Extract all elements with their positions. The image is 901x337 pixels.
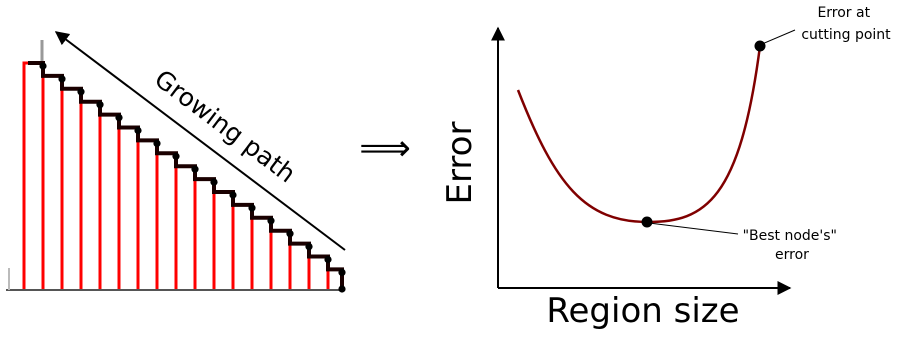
- path-node: [172, 152, 180, 160]
- path-node: [267, 217, 275, 225]
- staircase-region: [288, 242, 311, 289]
- path-node: [153, 139, 161, 147]
- best-node-annotation: "Best node's" error: [743, 228, 842, 263]
- path-node: [134, 126, 142, 135]
- path-nodes: [39, 62, 346, 293]
- staircase-region: [41, 74, 64, 289]
- staircase-region: [60, 87, 83, 289]
- x-axis-label: Region size: [546, 291, 739, 331]
- path-node: [248, 204, 256, 212]
- left-panel: Growing path: [6, 31, 346, 293]
- staircase-region: [231, 203, 254, 289]
- path-node: [115, 114, 123, 122]
- staircase-region: [212, 190, 235, 289]
- staircase-region: [174, 164, 197, 289]
- cutting-point-annotation: Error at cutting point: [801, 5, 891, 43]
- staircase-region: [98, 113, 121, 289]
- growing-path-arrow: [54, 31, 346, 251]
- path-node: [77, 88, 85, 96]
- error-curve: [516, 45, 762, 224]
- staircase-region: [250, 216, 273, 289]
- right-panel: Error Region size Error at cutting point…: [440, 5, 891, 331]
- implies-symbol: ⟹: [359, 128, 411, 169]
- staircase-region: [117, 126, 140, 289]
- growing-path-label: Growing path: [149, 64, 301, 188]
- path-node: [286, 230, 294, 238]
- y-axis-label: Error: [440, 122, 480, 205]
- staircase-region: [136, 138, 159, 289]
- path-node: [324, 255, 332, 264]
- cutting-point-marker: [754, 40, 766, 52]
- staircase-region: [22, 61, 45, 289]
- staircase-region: [193, 177, 216, 289]
- path-node: [305, 243, 313, 251]
- staircase-region: [269, 229, 292, 289]
- path-node: [58, 75, 66, 83]
- path-node: [338, 268, 346, 276]
- path-node: [39, 62, 47, 70]
- cutting-point-leader: [761, 29, 796, 45]
- best-node-leader: [648, 222, 739, 235]
- path-node: [191, 165, 199, 173]
- staircase-region: [155, 151, 178, 289]
- path-node: [338, 285, 346, 293]
- path-node: [229, 191, 237, 199]
- best-node-marker: [641, 216, 653, 228]
- path-node: [96, 101, 104, 109]
- path-node: [210, 178, 218, 186]
- staircase-region: [79, 100, 102, 289]
